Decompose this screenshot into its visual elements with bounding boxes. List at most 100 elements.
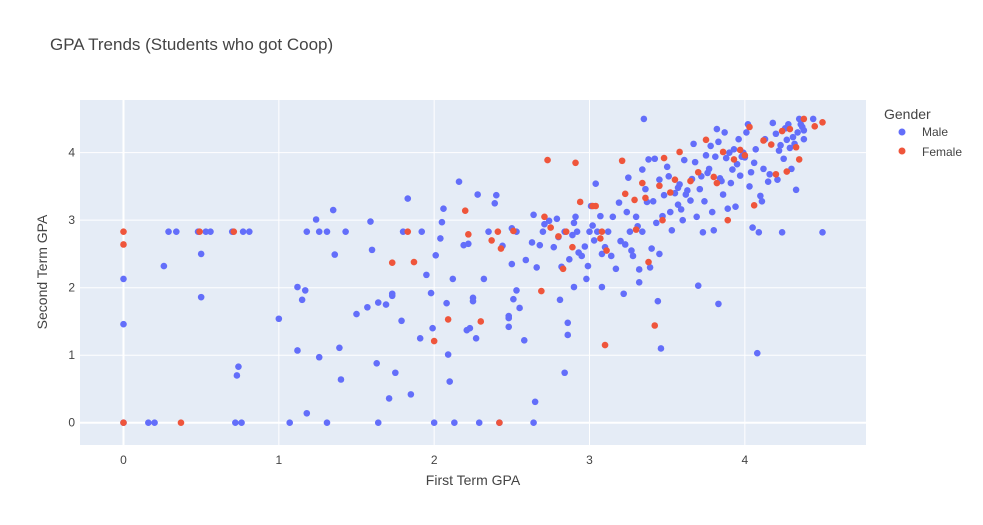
data-point[interactable] (573, 228, 581, 235)
data-point[interactable] (666, 189, 674, 196)
data-point[interactable] (676, 181, 683, 188)
data-point[interactable] (197, 250, 205, 258)
data-point[interactable] (651, 322, 659, 329)
data-point[interactable] (465, 240, 472, 248)
data-point[interactable] (657, 345, 665, 352)
data-point[interactable] (746, 183, 753, 190)
data-point[interactable] (569, 243, 576, 251)
data-point[interactable] (694, 168, 702, 176)
data-point[interactable] (286, 419, 294, 427)
data-point[interactable] (680, 156, 688, 164)
data-point[interactable] (475, 419, 483, 427)
data-point[interactable] (392, 369, 399, 377)
data-point[interactable] (713, 179, 721, 187)
data-point[interactable] (623, 208, 631, 216)
data-point[interactable] (559, 265, 567, 273)
data-point[interactable] (665, 172, 673, 180)
data-point[interactable] (331, 251, 339, 258)
data-point[interactable] (368, 246, 376, 254)
data-point[interactable] (780, 155, 787, 163)
data-point[interactable] (760, 165, 767, 173)
data-point[interactable] (640, 115, 648, 123)
data-point[interactable] (120, 320, 127, 328)
data-point[interactable] (715, 138, 722, 146)
data-point[interactable] (120, 275, 127, 283)
data-point[interactable] (795, 115, 803, 123)
data-point[interactable] (399, 228, 407, 235)
data-point[interactable] (584, 262, 592, 270)
data-point[interactable] (710, 227, 718, 234)
data-point[interactable] (570, 283, 578, 291)
data-point[interactable] (741, 152, 749, 159)
data-point[interactable] (774, 176, 781, 183)
data-point[interactable] (660, 191, 668, 199)
data-point[interactable] (607, 252, 615, 260)
data-point[interactable] (792, 186, 800, 194)
data-point[interactable] (617, 237, 624, 245)
data-point[interactable] (474, 191, 481, 198)
data-point[interactable] (570, 219, 578, 227)
data-point[interactable] (329, 206, 337, 214)
data-point[interactable] (491, 199, 499, 207)
data-point[interactable] (746, 123, 753, 131)
data-point[interactable] (160, 262, 168, 270)
data-point[interactable] (440, 205, 447, 212)
data-point[interactable] (645, 258, 652, 266)
data-point[interactable] (533, 264, 540, 271)
data-point[interactable] (589, 222, 596, 229)
data-point[interactable] (423, 271, 430, 279)
data-point[interactable] (794, 129, 801, 136)
data-point[interactable] (553, 215, 561, 223)
data-point[interactable] (461, 207, 469, 215)
data-point[interactable] (747, 168, 755, 176)
data-point[interactable] (726, 149, 733, 156)
data-point[interactable] (752, 145, 760, 153)
data-point[interactable] (656, 182, 663, 190)
data-point[interactable] (778, 127, 786, 135)
data-point[interactable] (702, 136, 710, 144)
data-point[interactable] (800, 135, 808, 143)
data-point[interactable] (710, 173, 718, 181)
data-point[interactable] (173, 228, 180, 235)
data-point[interactable] (298, 296, 306, 304)
data-point[interactable] (323, 419, 331, 427)
data-point[interactable] (696, 185, 704, 193)
data-point[interactable] (505, 323, 513, 331)
data-point[interactable] (743, 129, 750, 136)
data-point[interactable] (555, 233, 562, 240)
data-point[interactable] (572, 159, 579, 167)
data-point[interactable] (778, 229, 786, 236)
data-point[interactable] (758, 197, 766, 205)
data-point[interactable] (230, 228, 238, 235)
data-point[interactable] (719, 191, 727, 198)
data-point[interactable] (374, 299, 382, 306)
data-point[interactable] (493, 191, 500, 199)
data-point[interactable] (583, 275, 590, 283)
data-point[interactable] (438, 218, 446, 226)
data-point[interactable] (620, 290, 627, 298)
data-point[interactable] (618, 157, 626, 165)
data-point[interactable] (612, 265, 620, 273)
data-point[interactable] (373, 360, 380, 367)
data-point[interactable] (750, 202, 758, 209)
data-point[interactable] (687, 177, 694, 185)
data-point[interactable] (783, 168, 791, 175)
data-point[interactable] (538, 287, 545, 295)
data-point[interactable] (544, 156, 551, 164)
data-point[interactable] (724, 216, 732, 224)
data-point[interactable] (729, 166, 736, 173)
data-point[interactable] (562, 228, 570, 235)
data-point[interactable] (705, 165, 713, 173)
data-point[interactable] (719, 148, 727, 156)
data-point[interactable] (760, 137, 767, 144)
data-point[interactable] (604, 228, 612, 235)
data-point[interactable] (547, 224, 554, 231)
data-point[interactable] (145, 419, 152, 427)
data-point[interactable] (684, 187, 691, 194)
data-point[interactable] (786, 125, 794, 133)
data-point[interactable] (755, 229, 763, 236)
data-point[interactable] (522, 256, 530, 264)
data-point[interactable] (374, 419, 382, 427)
data-point[interactable] (753, 349, 761, 357)
data-point[interactable] (635, 278, 643, 286)
